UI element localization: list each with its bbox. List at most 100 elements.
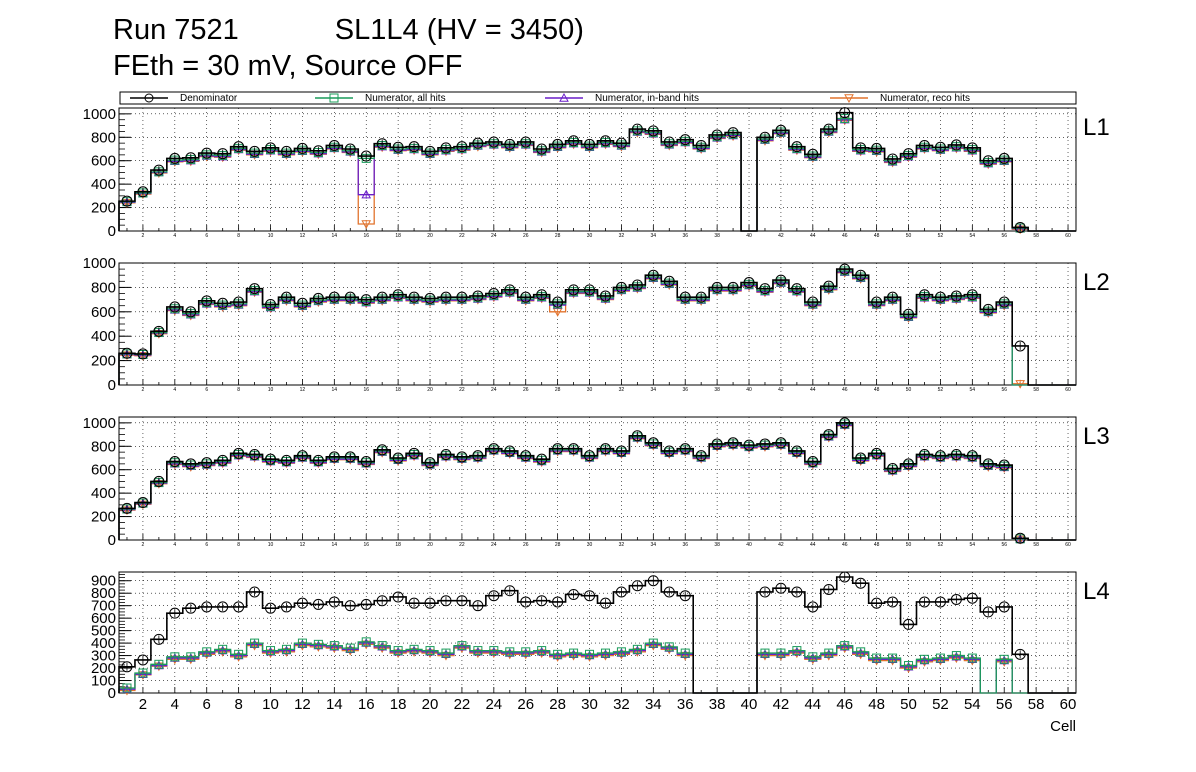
data-point [217,454,229,466]
data-point [489,646,499,656]
x-tick-label: 42 [778,233,784,239]
panel-label: L4 [1083,578,1110,605]
x-tick-label: 28 [555,542,561,548]
data-point [504,284,516,296]
data-point [950,290,962,302]
data-point [185,152,197,164]
x-tick-label: 58 [1033,387,1039,393]
data-point [376,291,388,303]
data-point [472,450,484,462]
x-tick-label: 40 [746,387,752,393]
x-tick-label: 52 [938,387,944,393]
data-point [360,598,372,610]
data-point [344,143,356,155]
plot-frame [118,262,1077,386]
panel-label: L2 [1083,269,1110,296]
x-tick-label: 50 [900,696,917,713]
data-point [361,637,371,647]
data-point [504,585,516,597]
x-tick-label: 2 [139,696,147,713]
x-tick-label: 44 [810,542,816,548]
x-tick-label: 30 [587,542,593,548]
x-tick-label: 56 [996,696,1013,713]
data-point [121,502,133,514]
x-tick-label: 22 [454,696,471,713]
x-tick-label: 14 [332,233,338,239]
x-tick-label: 38 [714,387,720,393]
x-tick-label: 58 [1028,696,1045,713]
series-0 [118,263,1076,386]
data-point [982,155,994,167]
x-tick-label: 18 [395,542,401,548]
x-tick-label: 4 [173,233,176,239]
data-point [328,596,340,608]
y-tick-label: 300 [91,648,116,665]
data-point [840,641,850,651]
data-point [280,601,292,613]
x-tick-label: 28 [549,696,566,713]
data-point [759,438,771,450]
y-tick-label: 1000 [83,255,116,272]
x-tick-label: 18 [395,387,401,393]
data-point [186,652,196,662]
x-tick-label: 48 [874,387,880,393]
y-tick-label: 0 [108,223,116,240]
data-point [153,164,165,176]
data-point [360,456,372,468]
data-point [408,597,420,609]
data-point [345,643,355,653]
data-point [679,291,691,303]
data-point [328,291,340,303]
x-tick-label: 34 [651,387,657,393]
legend: Denominator Numerator, all hits Numerator,… [119,91,1077,105]
y-tick-label: 0 [108,532,116,549]
x-tick-label: 20 [427,542,433,548]
data-point [872,653,882,663]
y-tick-label: 200 [91,509,116,526]
data-point [807,148,819,160]
x-tick-label: 34 [651,233,657,239]
data-point [759,283,771,295]
data-point [982,606,994,618]
data-point [647,269,659,281]
data-point [457,641,467,651]
data-point [472,290,484,302]
x-tick-label: 24 [491,387,497,393]
x-tick-label: 58 [1033,542,1039,548]
x-tick-label: 32 [619,233,625,239]
data-point [297,638,307,648]
plot-frame [118,416,1077,541]
data-point [536,453,548,465]
data-point [520,291,532,303]
data-point [855,269,867,281]
plot-frame [118,107,1077,232]
x-tick-label: 34 [645,696,662,713]
x-tick-label: 42 [778,542,784,548]
x-tick-label: 10 [268,542,274,548]
x-tick-label: 52 [938,542,944,548]
data-point [663,275,675,287]
data-point [249,586,261,598]
data-point [521,647,531,657]
data-point [329,641,339,651]
x-tick-label: 12 [300,387,306,393]
data-point [201,457,213,469]
x-tick-label: 24 [485,696,502,713]
x-tick-label: 10 [262,696,279,713]
data-point [440,448,452,460]
x-tick-label: 16 [363,233,369,239]
data-point [217,148,229,160]
data-point [408,447,420,459]
data-point [169,301,181,313]
data-point [456,141,468,153]
data-point [153,475,165,487]
data-point [377,641,387,651]
data-point [296,450,308,462]
data-point [537,646,547,656]
data-point [265,602,277,614]
data-point [280,145,292,157]
data-point [727,281,739,293]
x-tick-label: 44 [810,233,816,239]
data-point [663,445,675,457]
